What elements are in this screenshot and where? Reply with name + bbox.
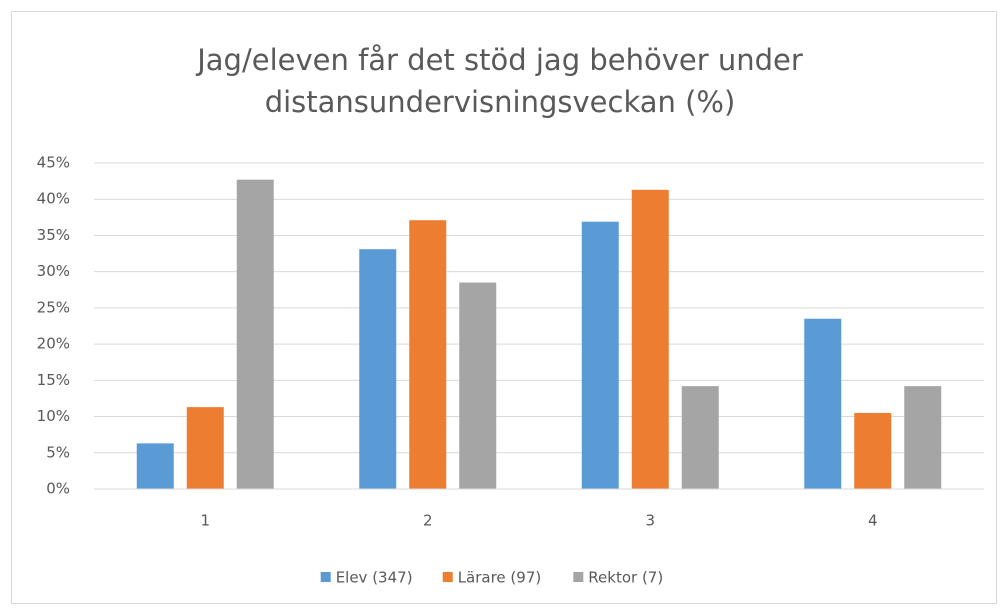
bar xyxy=(236,179,274,489)
bar xyxy=(409,220,447,489)
y-tick-label: 35% xyxy=(37,226,70,244)
y-tick-label: 20% xyxy=(37,335,70,353)
bar xyxy=(854,412,892,489)
bar xyxy=(186,407,224,489)
bar xyxy=(631,189,669,489)
bar xyxy=(804,318,842,489)
y-tick-label: 15% xyxy=(37,371,70,389)
y-tick-label: 25% xyxy=(37,298,70,316)
y-tick-label: 40% xyxy=(37,190,70,208)
y-tick-label: 45% xyxy=(37,154,70,172)
legend-swatch xyxy=(442,572,453,582)
legend-swatch xyxy=(320,572,331,582)
bar xyxy=(459,282,497,489)
y-tick-label: 10% xyxy=(37,407,70,425)
legend-label: Elev (347) xyxy=(336,569,413,587)
x-tick-label: 4 xyxy=(868,512,878,530)
legend-label: Rektor (7) xyxy=(588,569,663,587)
bar xyxy=(581,221,619,489)
bar xyxy=(136,443,174,489)
y-tick-label: 0% xyxy=(46,480,70,498)
bar xyxy=(681,386,719,489)
y-tick-label: 30% xyxy=(37,262,70,280)
legend-label: Lärare (97) xyxy=(458,569,542,587)
chart-title: Jag/eleven får det stöd jag behöver unde… xyxy=(195,43,803,77)
x-tick-label: 1 xyxy=(200,512,210,530)
x-tick-label: 3 xyxy=(645,512,655,530)
bar xyxy=(359,249,397,489)
bar xyxy=(904,386,942,489)
y-tick-label: 5% xyxy=(46,443,70,461)
chart-title: distansundervisningsveckan (%) xyxy=(265,85,736,119)
x-tick-label: 2 xyxy=(423,512,433,530)
legend-swatch xyxy=(573,572,584,582)
